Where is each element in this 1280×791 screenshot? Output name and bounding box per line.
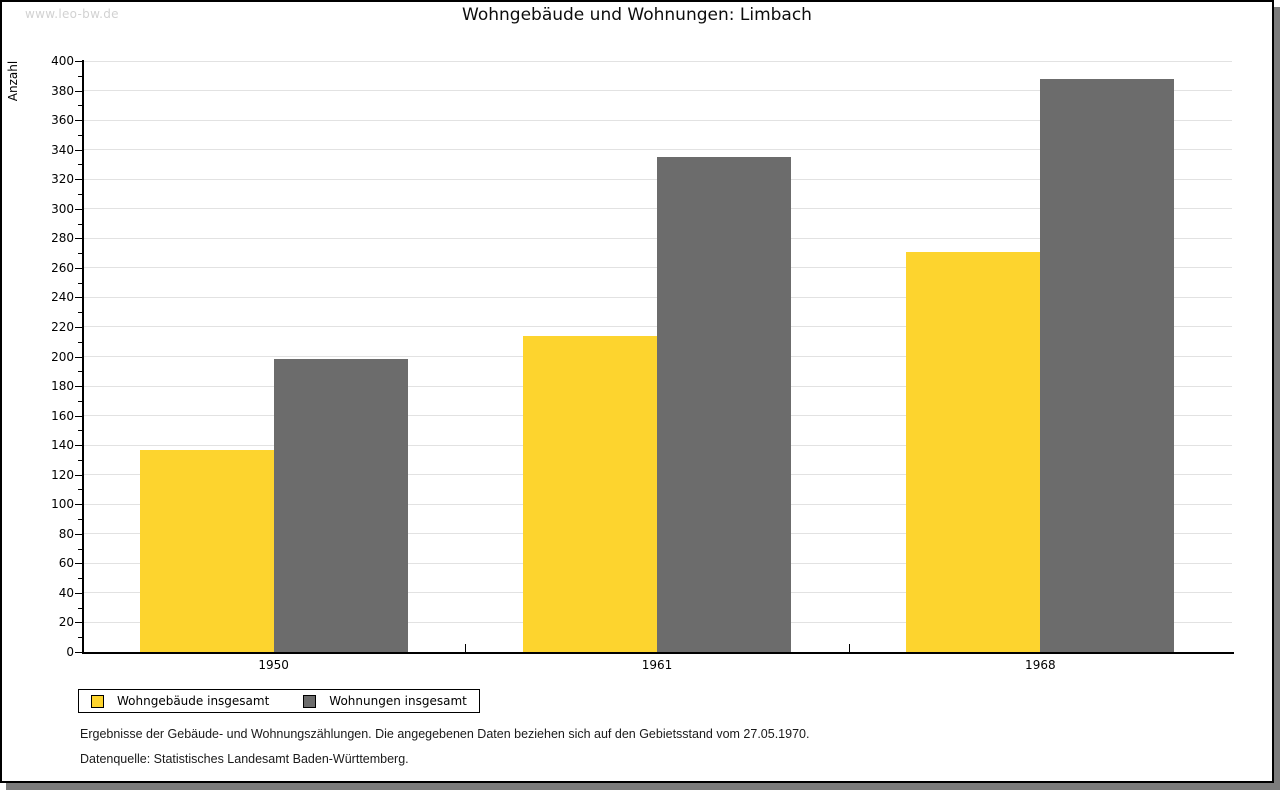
y-major-tick <box>75 179 82 181</box>
y-tick-label: 220 <box>51 319 74 334</box>
y-minor-tick <box>78 548 82 550</box>
legend: Wohngebäude insgesamt Wohnungen insgesam… <box>78 689 480 713</box>
y-tick-label: 320 <box>51 172 74 187</box>
legend-label: Wohngebäude insgesamt <box>117 694 270 708</box>
x-tick <box>848 644 850 652</box>
y-major-tick <box>75 356 82 358</box>
y-major-tick <box>75 563 82 565</box>
gridline <box>82 119 1232 121</box>
plot-area: 0 20 40 60 80 100 120 140 160 180 200 220 240 260 280 3… <box>2 2 1272 781</box>
y-tick-label: 340 <box>51 142 74 157</box>
y-minor-tick <box>78 312 82 314</box>
y-major-tick <box>75 474 82 476</box>
gridline <box>82 149 1232 151</box>
gridline <box>82 60 1232 62</box>
y-minor-tick <box>78 341 82 343</box>
gridline <box>82 90 1232 92</box>
y-tick-label: 100 <box>51 497 74 512</box>
y-major-tick <box>75 61 82 62</box>
y-minor-tick <box>78 193 82 195</box>
y-major-tick <box>75 90 82 92</box>
y-tick-label: 120 <box>51 467 74 482</box>
y-major-tick <box>75 445 82 447</box>
y-tick-label: 300 <box>51 201 74 216</box>
chart-title: Wohngebäude und Wohnungen: Limbach <box>462 5 812 25</box>
y-major-tick <box>75 415 82 417</box>
y-major-tick <box>75 238 82 240</box>
y-tick-label: 380 <box>51 83 74 98</box>
footnote-line2: Datenquelle: Statistisches Landesamt Bad… <box>80 752 409 766</box>
y-major-tick <box>75 208 82 210</box>
y-major-tick <box>75 386 82 388</box>
x-tick-label: 1950 <box>258 658 289 672</box>
y-tick-label: 260 <box>51 260 74 275</box>
y-minor-tick <box>78 400 82 402</box>
legend-label: Wohnungen insgesamt <box>329 694 467 708</box>
y-tick-label: 140 <box>51 438 74 453</box>
x-tick-label: 1968 <box>1025 658 1056 672</box>
y-tick-label: 280 <box>51 231 74 246</box>
y-tick-label: 360 <box>51 113 74 128</box>
bar-wohngebaeude-1950 <box>139 449 274 652</box>
y-tick-label: 400 <box>51 54 74 68</box>
y-minor-tick <box>78 164 82 166</box>
y-major-tick <box>75 652 82 653</box>
watermark: www.leo-bw.de <box>25 7 119 21</box>
y-axis-line <box>82 60 84 654</box>
y-minor-tick <box>78 489 82 491</box>
y-tick-label: 240 <box>51 290 74 305</box>
y-minor-tick <box>78 430 82 432</box>
y-tick-label: 180 <box>51 379 74 394</box>
y-major-tick <box>75 622 82 624</box>
legend-item-wohnungen: Wohnungen insgesamt <box>303 694 467 708</box>
y-major-tick <box>75 267 82 269</box>
y-tick-label: 200 <box>51 349 74 364</box>
y-minor-tick <box>78 105 82 107</box>
legend-item-wohngebaeude: Wohngebäude insgesamt <box>91 694 269 708</box>
x-tick <box>465 644 467 652</box>
y-minor-tick <box>78 607 82 609</box>
legend-swatch-gray <box>303 694 317 708</box>
y-major-tick <box>75 297 82 299</box>
y-minor-tick <box>78 282 82 284</box>
bar-wohnungen-1950 <box>273 359 408 652</box>
y-tick-label: 80 <box>58 526 74 541</box>
x-tick-label: 1961 <box>641 658 673 672</box>
bar-wohnungen-1961 <box>657 157 791 652</box>
y-major-tick <box>75 504 82 506</box>
y-minor-tick <box>78 519 82 521</box>
y-minor-tick <box>78 578 82 580</box>
x-axis-line <box>82 652 1234 654</box>
y-minor-tick <box>78 371 82 373</box>
footnote-line1: Ergebnisse der Gebäude- und Wohnungszähl… <box>80 727 810 741</box>
bar-wohngebaeude-1968 <box>906 251 1041 652</box>
y-major-tick <box>75 592 82 594</box>
y-major-tick <box>75 533 82 535</box>
y-major-tick <box>75 120 82 122</box>
y-tick-label: 20 <box>58 615 74 630</box>
y-minor-tick <box>78 223 82 225</box>
y-tick-label: 160 <box>51 408 74 423</box>
y-minor-tick <box>78 134 82 136</box>
y-minor-tick <box>78 459 82 461</box>
y-minor-tick <box>78 637 82 639</box>
y-major-tick <box>75 326 82 328</box>
bar-wohngebaeude-1961 <box>523 335 657 652</box>
y-tick-label: 40 <box>58 585 74 600</box>
y-minor-tick <box>78 75 82 77</box>
y-minor-tick <box>78 253 82 255</box>
bar-wohnungen-1968 <box>1040 78 1175 652</box>
y-tick-label: 0 <box>66 645 74 659</box>
y-tick-label: 60 <box>58 556 74 571</box>
legend-swatch-yellow <box>91 694 104 708</box>
y-major-tick <box>75 149 82 151</box>
